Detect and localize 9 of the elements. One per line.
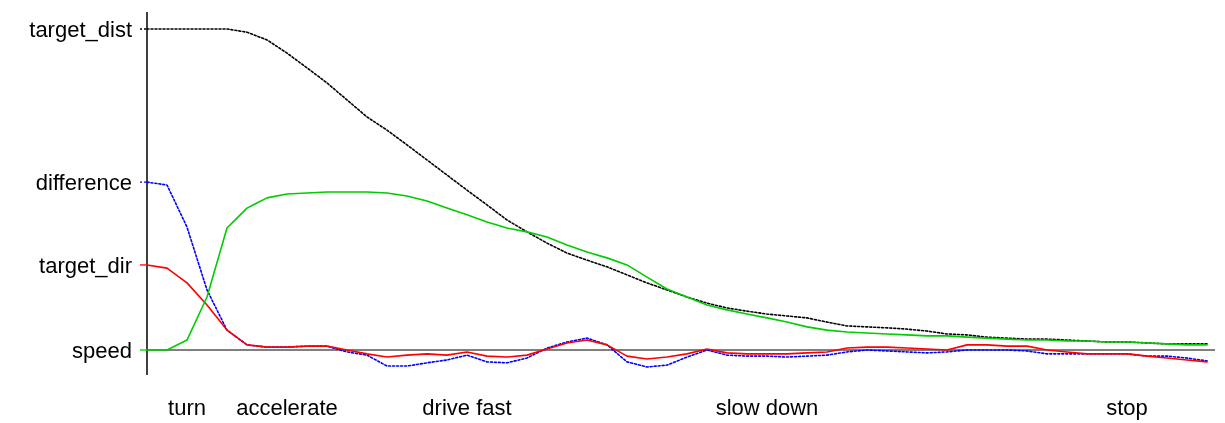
x-tick-label: accelerate — [236, 395, 338, 420]
x-tick-label: stop — [1106, 395, 1148, 420]
legend-label: speed — [72, 337, 132, 363]
x-tick-label: slow down — [715, 395, 819, 420]
legend-label: target_dir — [39, 252, 132, 278]
legend-label: target_dist — [29, 16, 132, 42]
legend-label: difference — [35, 169, 132, 195]
x-tick-label: turn — [168, 395, 206, 420]
x-tick-label: drive fast — [422, 395, 512, 420]
